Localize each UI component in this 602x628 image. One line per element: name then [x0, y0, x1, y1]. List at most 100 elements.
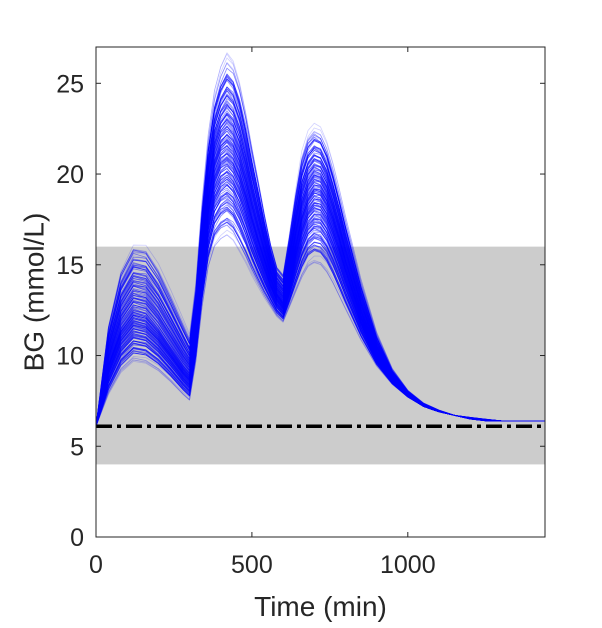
trajectory-line: [95, 197, 545, 427]
trajectory-line: [95, 76, 545, 427]
trajectory-line: [95, 101, 545, 427]
trajectory-line: [95, 62, 545, 427]
trajectory-line: [95, 164, 545, 427]
trajectory-line: [95, 133, 545, 427]
trajectory-line: [95, 202, 545, 427]
trajectory-line: [95, 153, 545, 427]
trajectory-line: [95, 86, 545, 427]
trajectory-line: [95, 193, 545, 427]
x-tick-label: 1000: [380, 551, 436, 579]
trajectory-line: [95, 158, 545, 427]
trajectory-line: [95, 234, 545, 427]
trajectory-line: [95, 134, 545, 427]
trajectory-line: [95, 218, 545, 427]
trajectory-line: [95, 176, 545, 427]
trajectory-line: [95, 139, 545, 427]
axis-ticks: 0 500 1000 0 5 10 15 20 25: [56, 47, 545, 579]
trajectory-line: [95, 103, 545, 427]
trajectory-line: [95, 88, 545, 427]
trajectory-line: [95, 171, 545, 427]
trajectory-line: [95, 117, 545, 427]
trajectory-line: [95, 184, 545, 427]
trajectory-line: [95, 201, 545, 427]
trajectory-line: [95, 105, 545, 427]
trajectory-line: [95, 126, 545, 427]
trajectory-line: [95, 160, 545, 427]
y-tick-label: 20: [56, 161, 84, 189]
target-band: [96, 246, 545, 465]
trajectory-line: [95, 174, 545, 427]
trajectory-line: [95, 155, 545, 427]
trajectory-line: [95, 208, 545, 427]
y-tick-label: 15: [56, 252, 84, 280]
trajectory-line: [95, 150, 545, 427]
trajectory-line: [95, 144, 545, 427]
trajectory-line: [95, 165, 545, 427]
trajectory-line: [95, 162, 545, 427]
trajectory-line: [95, 221, 545, 427]
trajectory-line: [95, 163, 545, 427]
trajectory-line: [95, 222, 545, 427]
trajectory-line: [95, 184, 545, 427]
trajectory-line: [95, 62, 545, 427]
trajectory-line: [95, 136, 545, 427]
trajectory-line: [95, 181, 545, 427]
trajectory-line: [95, 52, 545, 427]
trajectory-line: [95, 100, 545, 427]
trajectory-line: [95, 130, 545, 427]
trajectory-line: [95, 152, 545, 427]
trajectory-line: [95, 53, 545, 427]
trajectory-line: [95, 194, 545, 427]
trajectory-line: [95, 185, 545, 427]
trajectory-line: [95, 151, 545, 427]
trajectory-line: [95, 112, 545, 427]
trajectory-line: [95, 78, 545, 427]
trajectory-line: [95, 134, 545, 427]
trajectory-line: [95, 229, 545, 427]
trajectory-line: [95, 207, 545, 427]
x-tick-label: 0: [89, 551, 103, 579]
trajectory-line: [95, 67, 545, 427]
trajectory-line: [95, 172, 545, 427]
trajectory-line: [95, 139, 545, 427]
trajectory-line: [95, 159, 545, 427]
y-tick-label: 25: [56, 70, 84, 98]
trajectory-line: [95, 145, 545, 427]
trajectory-line: [95, 149, 545, 427]
trajectory-line: [95, 107, 545, 427]
trajectory-line: [95, 125, 545, 427]
trajectory-line: [95, 219, 545, 427]
trajectory-line: [95, 170, 545, 427]
trajectory-line: [95, 170, 545, 427]
trajectory-line: [95, 141, 545, 427]
trajectory-line: [95, 104, 545, 427]
trajectory-line: [95, 181, 545, 427]
trajectory-line: [95, 94, 545, 427]
trajectory-line: [95, 208, 545, 427]
trajectory-line: [95, 79, 545, 427]
trajectory-line: [95, 209, 545, 427]
trajectory-line: [95, 201, 545, 427]
trajectory-line: [95, 106, 545, 427]
trajectory-line: [95, 122, 545, 427]
trajectory-line: [95, 176, 545, 427]
trajectory-line: [95, 217, 545, 427]
trajectory-line: [95, 113, 545, 427]
trajectory-line: [95, 134, 545, 427]
trajectory-line: [95, 86, 545, 427]
trajectory-line: [95, 224, 545, 427]
y-tick-label: 0: [70, 524, 84, 552]
trajectory-line: [95, 159, 545, 427]
trajectory-line: [95, 198, 545, 427]
trajectory-line: [95, 192, 545, 427]
plot-frame: [95, 46, 546, 538]
trajectory-line: [95, 78, 545, 427]
trajectory-line: [95, 156, 545, 427]
x-tick-label: 500: [231, 551, 273, 579]
trajectory-line: [95, 167, 545, 427]
trajectory-ensemble: [95, 52, 545, 427]
trajectory-line: [95, 210, 545, 427]
trajectory-line: [95, 148, 545, 427]
trajectory-line: [95, 118, 545, 427]
